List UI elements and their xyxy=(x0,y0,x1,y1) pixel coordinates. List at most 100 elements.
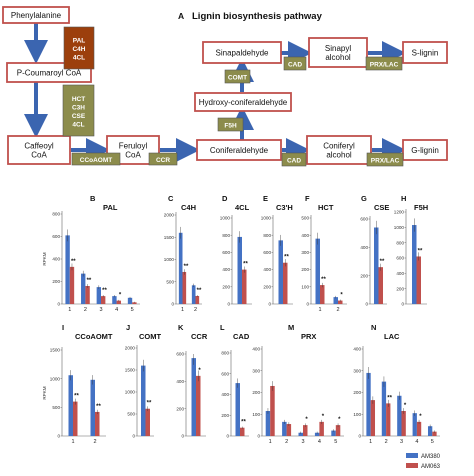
chart-l: L CAD 0 200 400 600 800 ** xyxy=(220,323,250,439)
chart-b-ylabel: RPKM xyxy=(42,252,47,265)
metabolite-caffeoyl-coa-box xyxy=(7,135,71,165)
chart-m: M PRX 0 100 200 300 400 1 2 * 3 * 4 * 5 xyxy=(252,323,344,445)
chart-i-ytick-500: 500 xyxy=(52,405,60,410)
chart-c-title: C4H xyxy=(181,203,196,212)
enzyme-ccr-box xyxy=(148,152,178,166)
chart-h-sig-1: ** xyxy=(418,248,423,254)
chart-l-ytick-800: 800 xyxy=(221,351,229,356)
chart-j-bar-am380-1 xyxy=(141,365,146,436)
chart-m-bar-am063-5 xyxy=(335,425,341,436)
panel-a-letter: A xyxy=(178,11,184,21)
chart-n-sig-3: * xyxy=(404,403,407,409)
metabolite-coniferyl-alcohol-label-line-1: Coniferyl xyxy=(323,142,355,151)
chart-h-ytick-400: 400 xyxy=(396,271,404,276)
chart-j-ytick-0: 0 xyxy=(132,434,135,439)
metabolite-coniferyl-alcohol-box xyxy=(306,135,372,165)
chart-i-ytick-0: 0 xyxy=(57,434,60,439)
enzyme-hct-c3h-cse-4cl-box xyxy=(62,84,95,137)
chart-m-ytick-200: 200 xyxy=(252,390,260,395)
metabolite-phenylalanine: Phenylalanine xyxy=(2,6,70,24)
enzyme-cad-top: CAD xyxy=(283,56,307,71)
enzyme-comt-box xyxy=(224,69,251,84)
chart-i-bar-am380-1 xyxy=(68,375,73,436)
metabolite-coniferaldehyde-box xyxy=(196,139,282,161)
chart-e-ytick-200: 200 xyxy=(263,284,271,289)
enzyme-hct-c3h-cse-4cl-label-line-3: CSE xyxy=(72,113,86,120)
enzyme-f5h-box xyxy=(217,117,244,132)
chart-b-ytick-600: 600 xyxy=(52,234,60,239)
metabolite-sinapaldehyde-box xyxy=(202,41,282,64)
chart-e: E C3'H 0 200 400 600 800 1000 ** xyxy=(261,194,293,307)
metabolite-sinapyl-alcohol-box xyxy=(308,37,368,68)
enzyme-ccoaomt-box xyxy=(71,152,121,166)
chart-b-ytick-200: 200 xyxy=(52,279,60,284)
chart-d-ytick-400: 400 xyxy=(222,267,230,272)
chart-n-bar-am380-3 xyxy=(397,395,402,436)
chart-h-bar-am063-1 xyxy=(416,256,421,304)
chart-d: D 4CL 0 200 400 600 800 1000 ** xyxy=(220,194,252,307)
enzyme-prxlac-top-label-line-1: PRX/LAC xyxy=(370,62,399,69)
metabolite-sinapyl-alcohol-label-line-2: alcohol xyxy=(325,53,351,62)
chart-c-ytick-1500: 1500 xyxy=(164,235,175,240)
chart-l-sig-1: ** xyxy=(241,420,246,426)
chart-k-sig-1: * xyxy=(198,368,201,374)
chart-g-ytick-600: 600 xyxy=(360,217,368,222)
chart-c-ytick-1000: 1000 xyxy=(164,257,175,262)
chart-b-title: PAL xyxy=(103,203,118,212)
legend-swatch-am063 xyxy=(406,463,418,468)
chart-g-ytick-200: 200 xyxy=(360,273,368,278)
chart-c-sig-2: ** xyxy=(197,288,202,294)
chart-j-ytick-1000: 1000 xyxy=(125,390,136,395)
chart-c-category-1: 1 xyxy=(181,307,184,313)
chart-m-category-1: 1 xyxy=(269,439,272,445)
chart-l-ytick-600: 600 xyxy=(221,371,229,376)
chart-c: C C4H 0 500 1000 1500 2000 ** 1 ** 2 xyxy=(164,194,202,313)
chart-d-ytick-200: 200 xyxy=(222,284,230,289)
metabolite-g-lignin: G-lignin xyxy=(402,139,448,161)
chart-l-ytick-0: 0 xyxy=(226,434,229,439)
chart-n-letter: N xyxy=(371,323,376,332)
enzyme-cad-top-box xyxy=(283,56,307,71)
enzyme-prxlac-top-box xyxy=(365,56,403,71)
metabolite-hydroxy-coniferaldehyde: Hydroxy-coniferaldehyde xyxy=(194,92,292,112)
enzyme-hct-c3h-cse-4cl-label-line-2: C3H xyxy=(72,104,85,111)
chart-c-letter: C xyxy=(168,194,174,203)
chart-f-ytick-300: 300 xyxy=(301,250,309,255)
chart-i-category-1: 1 xyxy=(71,439,74,445)
chart-c-bar-am380-1 xyxy=(178,232,183,304)
metabolite-g-lignin-label-line-1: G-lignin xyxy=(411,146,439,155)
chart-m-ytick-0: 0 xyxy=(257,434,260,439)
chart-f-ytick-100: 100 xyxy=(301,284,309,289)
chart-j-letter: J xyxy=(126,323,130,332)
chart-m-title: PRX xyxy=(301,332,316,341)
chart-f-category-2: 2 xyxy=(336,307,339,313)
chart-n-bar-am063-3 xyxy=(401,410,406,436)
chart-k-bar-am063-1 xyxy=(196,375,201,436)
chart-j: J COMT 0 500 1000 1500 2000 ** xyxy=(125,323,162,439)
chart-n-sig-2: ** xyxy=(387,395,392,401)
chart-m-bar-am380-2 xyxy=(282,421,287,436)
chart-e-ytick-400: 400 xyxy=(263,267,271,272)
chart-f-bar-am063-2 xyxy=(338,300,343,304)
enzyme-f5h: F5H xyxy=(217,117,244,132)
metabolite-coniferaldehyde: Coniferaldehyde xyxy=(196,139,282,161)
chart-b-bar-am063-1 xyxy=(69,266,75,304)
chart-n-sig-4: * xyxy=(419,414,422,420)
chart-h-letter: H xyxy=(401,194,406,203)
chart-h-ytick-1200: 1200 xyxy=(394,210,405,215)
chart-b: B PAL 0 200 400 600 800 RPKM ** 1 ** 2 ** 3 * 4 5 xyxy=(42,194,140,313)
metabolite-sinapyl-alcohol-label-line-1: Sinapyl xyxy=(325,44,351,53)
chart-m-bar-am063-4 xyxy=(319,421,324,436)
chart-n-category-3: 3 xyxy=(400,439,403,445)
chart-h-ytick-600: 600 xyxy=(396,256,404,261)
chart-h-ytick-1000: 1000 xyxy=(394,225,405,230)
chart-g-ytick-0: 0 xyxy=(365,302,368,307)
enzyme-ccr-label-line-1: CCR xyxy=(156,157,170,164)
legend-label-am380: AM380 xyxy=(421,454,441,460)
chart-b-bar-am380-2 xyxy=(81,273,86,304)
chart-i-ytick-1500: 1500 xyxy=(50,348,61,353)
metabolite-hydroxy-coniferaldehyde-box xyxy=(194,92,292,112)
chart-m-category-4: 4 xyxy=(318,439,321,445)
